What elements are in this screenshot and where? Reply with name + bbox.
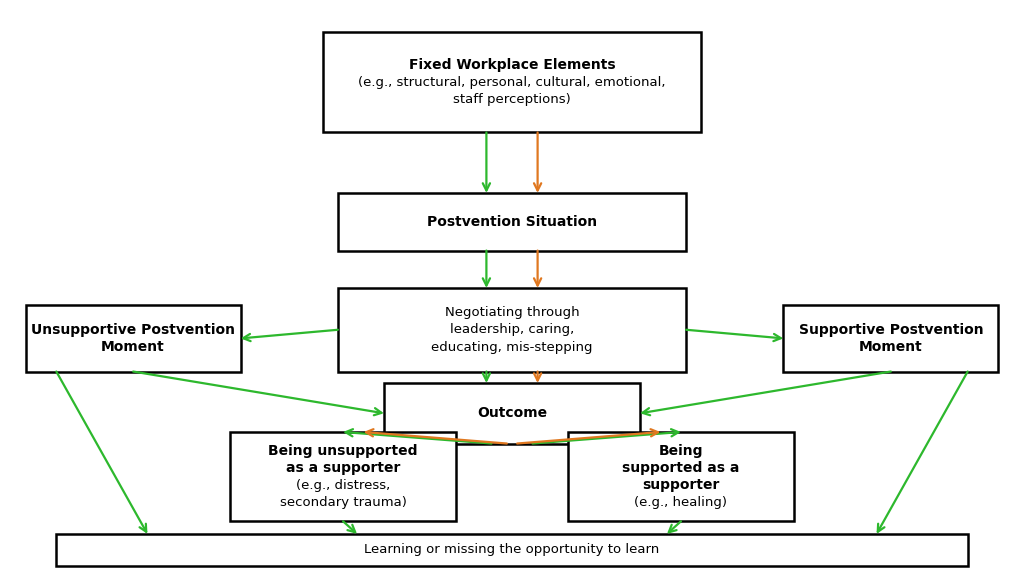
Text: Moment: Moment	[859, 340, 923, 354]
Text: Outcome: Outcome	[477, 406, 547, 420]
Text: Postvention Situation: Postvention Situation	[427, 215, 597, 229]
Text: Moment: Moment	[101, 340, 165, 354]
FancyBboxPatch shape	[230, 432, 456, 521]
Text: staff perceptions): staff perceptions)	[454, 93, 570, 106]
Text: educating, mis-stepping: educating, mis-stepping	[431, 340, 593, 354]
FancyBboxPatch shape	[323, 32, 701, 132]
FancyBboxPatch shape	[384, 383, 640, 444]
Text: as a supporter: as a supporter	[286, 461, 400, 475]
FancyBboxPatch shape	[56, 534, 968, 566]
Text: Negotiating through: Negotiating through	[444, 306, 580, 319]
Text: Being: Being	[658, 444, 703, 458]
FancyBboxPatch shape	[338, 288, 686, 372]
Text: supported as a: supported as a	[623, 461, 739, 475]
Text: Being unsupported: Being unsupported	[268, 444, 418, 458]
Text: Unsupportive Postvention: Unsupportive Postvention	[31, 323, 236, 337]
Text: (e.g., structural, personal, cultural, emotional,: (e.g., structural, personal, cultural, e…	[358, 75, 666, 89]
Text: Supportive Postvention: Supportive Postvention	[799, 323, 983, 337]
FancyBboxPatch shape	[568, 432, 794, 521]
Text: Learning or missing the opportunity to learn: Learning or missing the opportunity to l…	[365, 543, 659, 556]
Text: supporter: supporter	[642, 478, 720, 492]
FancyBboxPatch shape	[338, 193, 686, 251]
Text: leadership, caring,: leadership, caring,	[450, 323, 574, 336]
Text: (e.g., distress,: (e.g., distress,	[296, 479, 390, 492]
FancyBboxPatch shape	[783, 305, 998, 372]
FancyBboxPatch shape	[26, 305, 241, 372]
Text: Fixed Workplace Elements: Fixed Workplace Elements	[409, 58, 615, 72]
Text: secondary trauma): secondary trauma)	[280, 496, 407, 509]
Text: (e.g., healing): (e.g., healing)	[635, 496, 727, 509]
